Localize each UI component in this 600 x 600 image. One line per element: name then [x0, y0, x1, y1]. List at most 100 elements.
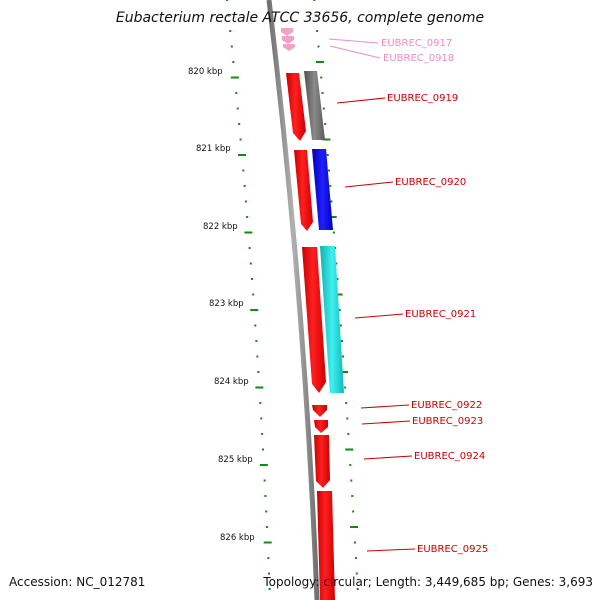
genome-backbone [266, 0, 320, 600]
topology-label: Topology: circular; Length: 3,449,685 bp… [263, 575, 593, 589]
leader-line [354, 313, 404, 319]
leader-line [361, 420, 411, 425]
outer-ring-major-tick [263, 541, 272, 544]
gene-label-eubrec-0925[interactable]: EUBREC_0925 [417, 544, 488, 555]
cog-block-blue[interactable] [312, 149, 333, 230]
inner-ring-minor-tick [347, 433, 350, 435]
inner-ring-minor-tick [350, 479, 353, 482]
outer-ring-minor-tick [249, 262, 252, 265]
inner-ring-minor-tick [330, 200, 333, 203]
leader-line [344, 181, 394, 188]
outer-ring-minor-tick [236, 107, 239, 110]
inner-ring-minor-tick [349, 464, 352, 466]
ruler-label: 821 kbp [196, 144, 231, 154]
outer-ring-major-tick [230, 76, 239, 79]
cds-arrow-eubrec-0919[interactable] [286, 73, 306, 141]
gene-label-eubrec-0921[interactable]: EUBREC_0921 [405, 309, 476, 320]
leader-line [336, 97, 386, 104]
inner-ring-minor-tick [336, 278, 339, 280]
inner-ring-minor-tick [314, 14, 317, 17]
cds-arrow-eubrec-0921[interactable] [302, 247, 326, 393]
inner-ring-major-tick [334, 293, 343, 296]
cds-arrow-eubrec-0920[interactable] [294, 150, 313, 231]
outer-ring-minor-tick [267, 572, 270, 575]
inner-ring-major-tick [322, 138, 331, 141]
inner-ring-minor-tick [317, 45, 320, 48]
outer-ring-minor-tick [246, 216, 249, 218]
ruler-label: 822 kbp [203, 222, 238, 232]
outer-ring-minor-tick [239, 138, 242, 141]
gene-label-eubrec-0918[interactable]: EUBREC_0918 [383, 53, 454, 64]
outer-ring-minor-tick [248, 247, 251, 249]
gene-label-eubrec-0922[interactable]: EUBREC_0922 [411, 400, 482, 411]
outer-ring-minor-tick [252, 293, 255, 296]
accession-label: Accession: NC_012781 [9, 575, 146, 589]
inner-ring-major-tick [328, 216, 337, 218]
leader-line [360, 404, 410, 409]
ruler-label: 820 kbp [188, 67, 223, 77]
outer-ring-minor-tick [256, 355, 259, 358]
cds-arrow-eubrec-0924[interactable] [314, 435, 330, 488]
gene-label-eubrec-0924[interactable]: EUBREC_0924 [414, 451, 485, 462]
inner-ring-major-tick [350, 526, 359, 528]
inner-ring-major-tick [345, 448, 354, 451]
leader-line [363, 455, 413, 460]
leader-line [329, 45, 381, 59]
inner-ring-minor-tick [355, 572, 358, 575]
gene-label-eubrec-0919[interactable]: EUBREC_0919 [387, 93, 458, 104]
cog-block-gray[interactable] [304, 71, 325, 140]
outer-ring-minor-tick [265, 526, 268, 528]
gene-label-eubrec-0923[interactable]: EUBREC_0923 [412, 416, 483, 427]
gene-labels: EUBREC_0917 EUBREC_0918 EUBREC_0919 EUBR… [381, 38, 488, 555]
outer-ring-minor-tick [267, 557, 270, 559]
inner-ring-minor-tick [335, 262, 338, 265]
cds-arrow-eubrec-0918b[interactable] [283, 44, 295, 51]
inner-ring-minor-tick [324, 123, 327, 125]
outer-ring-major-tick [259, 464, 268, 466]
outer-ring-minor-tick [250, 278, 253, 280]
inner-ring-major-tick [340, 371, 349, 373]
outer-ring-minor-tick [229, 30, 232, 32]
inner-ring-minor-tick [326, 154, 329, 156]
outer-ring-major-tick [255, 386, 264, 389]
leader-line [366, 548, 416, 552]
inner-ring-minor-tick [320, 76, 323, 79]
outer-ring-major-tick [250, 309, 259, 311]
label-leaders [328, 38, 416, 552]
kbp-ruler: 820 kbp 821 kbp 822 kbp 823 kbp 824 kbp … [188, 67, 255, 543]
inner-ring-minor-tick [340, 340, 343, 342]
ruler-label: 823 kbp [209, 299, 244, 309]
cds-arrow-eubrec-0917[interactable] [281, 28, 293, 36]
outer-ring-minor-tick [230, 45, 233, 48]
inner-ring-minor-tick [316, 30, 319, 32]
cds-arrow-eubrec-0918a[interactable] [282, 36, 294, 44]
cds-arrow-eubrec-0925[interactable] [317, 491, 335, 600]
gene-label-eubrec-0920[interactable]: EUBREC_0920 [395, 177, 466, 188]
cds-arrow-eubrec-0923[interactable] [314, 420, 328, 433]
inner-tick-ring [313, 0, 359, 590]
outer-ring-minor-tick [232, 61, 235, 63]
outer-ring-major-tick [237, 154, 246, 156]
inner-ring-minor-tick [354, 557, 357, 559]
inner-ring-minor-tick [352, 510, 355, 513]
outer-ring-minor-tick [261, 448, 264, 451]
cog-block-cyan[interactable] [320, 246, 344, 393]
inner-ring-minor-tick [329, 185, 332, 187]
inner-ring-minor-tick [354, 541, 357, 544]
cds-arrow-eubrec-0922[interactable] [312, 405, 327, 417]
outer-ring-minor-tick [235, 92, 238, 94]
outer-ring-minor-tick [238, 123, 241, 125]
inner-ring-minor-tick [342, 355, 345, 358]
genome-title: Eubacterium rectale ATCC 33656, complete… [115, 10, 485, 26]
inner-ring-minor-tick [328, 169, 331, 172]
outer-ring-minor-tick [260, 417, 263, 420]
ruler-label: 824 kbp [214, 377, 249, 387]
outer-ring-minor-tick [259, 402, 262, 404]
inner-ring-minor-tick [338, 309, 341, 311]
gene-label-eubrec-0917[interactable]: EUBREC_0917 [381, 38, 452, 49]
inner-ring-minor-tick [321, 92, 324, 94]
inner-ring-minor-tick [322, 107, 325, 110]
outer-ring-minor-tick [242, 169, 245, 172]
outer-ring-minor-tick [226, 0, 229, 1]
